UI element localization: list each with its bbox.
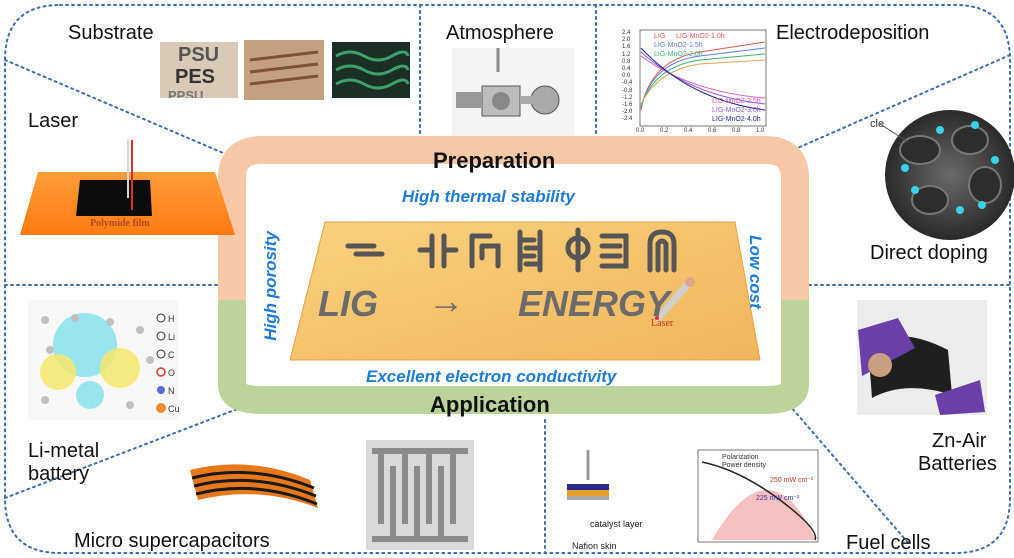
property-high-porosity: High porosity [261,231,280,341]
electrodeposition-label: Electrodeposition [776,22,930,44]
micro-supercapacitors-label: Micro supercapacitors [74,530,270,552]
cv-y-tick: -0.4 [622,80,633,87]
lig-plate [289,221,761,361]
fc-annotation-2: 225 mW cm⁻² [756,495,800,502]
cv-y-tick: 0.8 [622,58,631,65]
laser-pen-label: Laser [651,318,674,329]
substrate-label: Substrate [68,22,154,44]
cv-y-tick: 0.0 [622,73,631,80]
cv-legend-1: LIG-MnO2-1.0h [676,33,725,40]
particle-partial-label: cle [870,118,885,130]
fuel-cell-diagram [567,450,609,500]
li-metal-label: Li-metal battery [28,440,99,486]
cv-y-tick: 2.4 [622,30,631,36]
cv-y-tick: -1.6 [622,102,633,108]
laser-label: Laser [28,110,79,132]
cv-legend-0: LIG [654,33,666,40]
substrate-photos [160,40,410,100]
zn-air-line2: Batteries [918,453,997,475]
energy-text: ENERGY [518,283,671,324]
polymer-ppsu: PPSU [168,88,204,98]
cv-x-tick: 0.6 [708,128,717,134]
li-metal-line2: battery [28,463,90,485]
cv-legend-5: LIG-MnO2-3.0h [712,107,761,114]
polymide-film-label: Polymide film [90,218,150,229]
polymer-pes: PES [175,66,216,88]
cv-y-tick: -1.2 [622,94,633,101]
doping-sphere [879,110,1014,240]
cv-x-tick: 1.0 [756,128,765,134]
lig-text: LIG [318,283,378,324]
li-metal-line1: Li-metal [28,440,100,462]
direct-doping-label: Direct doping [870,242,988,264]
interdigitated-electrode [366,440,474,550]
atmosphere-label: Atmosphere [446,22,554,44]
li-legend-c: C [168,350,175,360]
cv-y-tick: 1.6 [622,44,631,51]
catalyst-layer-label: catalyst layer [590,519,643,529]
property-thermal-stability: High thermal stability [402,187,575,206]
li-legend-o: O [168,368,176,378]
cv-plot [639,29,767,127]
cv-x-tick: 0.8 [732,128,741,134]
li-legend-h: H [168,314,175,324]
laser-scene [20,140,235,235]
cv-legend-2: LIG-MnO2-1.5h [654,42,703,49]
fc-legend-polarization: Polarization [722,454,759,461]
arrow-glyph: → [428,280,464,321]
li-legend-cu: Cu [168,404,180,414]
cv-y-tick: -2.4 [622,116,633,123]
device-glyphs [345,227,677,273]
section-dividers [4,4,1011,554]
cv-y-tick: -0.8 [622,87,633,94]
cv-y-tick: 1.2 [622,51,631,58]
cv-legend-6: LIG-MnO2-4.0h [712,116,761,123]
polymer-psu: PSU [178,44,220,66]
application-header: Application [430,392,550,417]
zn-air-photo [857,300,987,415]
li-crystal [28,300,178,420]
fuel-cell-plot [697,449,819,543]
outer-dotted-border [4,4,1011,554]
li-legend-n: N [168,386,175,396]
cv-x-tick: 0.0 [636,128,645,134]
cv-legend-3: LIG-MnO2-2.0h [654,51,703,58]
cv-y-tick: 0.4 [622,66,631,72]
laser-pen [654,277,695,322]
supercap-stack [190,464,318,508]
property-low-cost: Low cost [746,235,765,309]
zn-air-label: Zn-Air Batteries [918,430,997,476]
atmosphere-apparatus [452,48,574,136]
cv-legend-4: LIG-MnO2-2.5h [712,98,761,105]
li-legend-li: Li [168,332,176,342]
preparation-header: Preparation [433,148,556,173]
cv-y-tick: -2.0 [622,109,633,116]
property-electron-conductivity: Excellent electron conductivity [366,367,617,386]
central-frame [218,136,809,414]
cv-x-tick: 0.4 [684,128,693,134]
cv-y-tick: 2.0 [622,37,631,44]
nafion-skin-label: Nafion skin [572,541,617,551]
cv-x-tick: 0.2 [660,128,669,134]
fuel-cells-label: Fuel cells [846,532,931,554]
zn-air-line1: Zn-Air [932,430,987,452]
fc-annotation-1: 250 mW cm⁻² [770,477,814,484]
fc-legend-power: Power density [722,462,766,469]
